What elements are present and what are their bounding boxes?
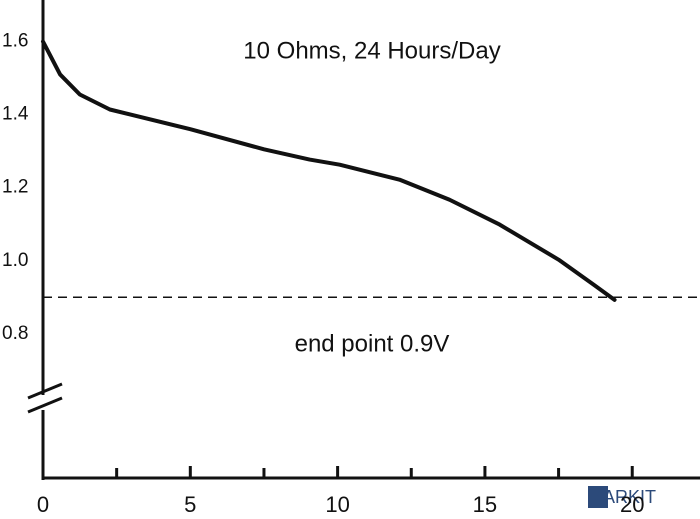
- x-tick-label: 5: [184, 492, 196, 517]
- x-tick-label: 10: [325, 492, 349, 517]
- annotation: end point 0.9V: [295, 330, 450, 357]
- x-tick-label: 0: [37, 492, 49, 517]
- watermark-box: [588, 486, 608, 508]
- y-tick-label: 1.2: [2, 177, 28, 198]
- x-tick-label: 15: [473, 492, 497, 517]
- y-tick-label: 1.0: [2, 250, 28, 271]
- y-tick-label: 1.4: [2, 104, 29, 125]
- y-tick-label: 0.8: [2, 323, 28, 344]
- data-line: [41, 39, 617, 302]
- watermark: MARKIT: [588, 487, 656, 507]
- annotation: 10 Ohms, 24 Hours/Day: [243, 37, 500, 64]
- axis-break: [27, 396, 63, 414]
- x-tick-label: 20: [620, 492, 644, 517]
- y-tick-label: 1.6: [2, 31, 28, 52]
- axis-break: [27, 382, 63, 400]
